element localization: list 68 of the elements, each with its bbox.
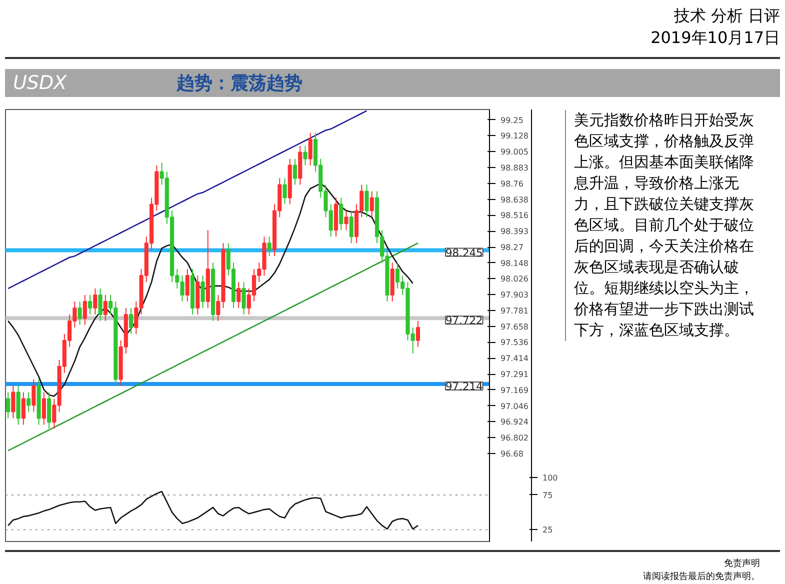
candlestick: [21, 392, 26, 426]
y-tick-label: 97.781: [500, 306, 528, 316]
candlestick: [200, 275, 205, 308]
text: 请阅读报告最后的免责声明。: [643, 572, 760, 582]
y-tick-label: 97.169: [500, 386, 528, 395]
y-tick-label: 97.903: [500, 290, 528, 300]
y-tick-label: 97.414: [500, 354, 528, 364]
y-tick-label: 96.924: [500, 418, 528, 427]
candlestick: [303, 145, 308, 166]
ref-line-label: 97.722: [446, 314, 483, 328]
candlestick: [292, 158, 298, 186]
y-tick-label: 99.128: [500, 132, 528, 141]
text: USDX: [12, 72, 67, 94]
line-series: [7, 490, 419, 530]
y-tick-label: 98.27: [500, 243, 524, 252]
text: 技术 分析 日评: [674, 6, 780, 25]
ref-line-label: 98.245: [446, 246, 483, 260]
candlestick: [6, 392, 10, 419]
candlestick: [93, 288, 98, 315]
chart-title: 趋势：震荡趋势: [175, 73, 303, 94]
candlestick: [32, 378, 36, 412]
y-tick-label: 98.148: [500, 258, 528, 268]
text: 2019年10月17日: [650, 28, 780, 47]
candlestick: [308, 132, 312, 166]
candlestick: [236, 282, 241, 308]
line-series: [7, 182, 414, 397]
candlestick: [282, 178, 287, 205]
candlestick: [26, 392, 31, 412]
y2-tick-label: 100: [542, 474, 558, 483]
candlestick: [98, 288, 102, 322]
ref-line-label: 97.214: [446, 380, 484, 394]
y-tick-label: 96.68: [500, 449, 524, 458]
y2-tick-label: 75: [542, 490, 553, 500]
candlestick: [78, 301, 82, 326]
y-tick-label: 97.658: [500, 322, 528, 332]
candlestick: [128, 307, 134, 334]
candlestick: [349, 210, 354, 244]
line-series: [7, 242, 419, 452]
candlestick: [88, 294, 92, 315]
text: 免责声明: [724, 559, 760, 569]
candlestick: [344, 210, 348, 231]
y-tick-label: 98.516: [500, 211, 528, 220]
y-tick-label: 98.638: [500, 195, 528, 204]
y-tick-label: 98.026: [500, 274, 528, 284]
candlestick: [42, 392, 46, 426]
line-series: [7, 110, 368, 290]
candlestick: [82, 294, 87, 326]
candlestick: [103, 294, 108, 322]
candlestick: [47, 392, 52, 430]
text: 美元指数价格昨日开始受灰色区域支撑，价格触及反弹上涨。但因基本面美联储降息升温，导致价格上涨无力，且下跌破位关键支撑灰色区域。目前几个处于破位后的回调，今天关注价格在灰色区域表现是否确认破位。短期继续以空头为主，价格有望进一步下跌出测试下方，深蓝色区域支撑。: [574, 111, 754, 339]
candlestick: [11, 385, 16, 419]
y-tick-label: 98.393: [500, 227, 528, 236]
candlestick: [370, 190, 374, 218]
candlestick: [339, 197, 344, 231]
y2-tick-label: 25: [542, 526, 553, 535]
candlestick: [185, 268, 190, 302]
y-tick-label: 99.005: [500, 148, 528, 157]
y-tick-label: 97.536: [500, 338, 528, 348]
y-tick-label: 98.76: [500, 179, 524, 188]
candlestick: [364, 184, 369, 218]
y-tick-label: 98.883: [500, 163, 528, 172]
candlestick: [242, 282, 246, 315]
y-tick-label: 96.802: [500, 433, 528, 442]
candlestick: [416, 320, 420, 348]
y-tick-label: 99.25: [500, 116, 524, 125]
y-tick-label: 97.046: [500, 402, 528, 411]
candlestick: [267, 236, 272, 257]
y-tick-label: 97.291: [500, 370, 528, 380]
